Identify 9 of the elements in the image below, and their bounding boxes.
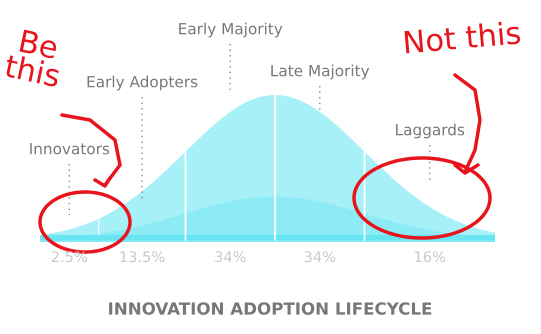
category-label: Early Majority [179,22,282,38]
category-label: Innovators [30,143,110,154]
data-label: 2.5% [52,251,88,262]
text: Not this [404,20,521,54]
category-label: Laggards [396,124,464,138]
category-label: Early Adopters [88,76,198,90]
text: Be this [4,30,62,88]
text: INNOVATION ADOPTION LIFECYCLE [109,302,432,315]
category-label: Late Majority [271,64,370,80]
